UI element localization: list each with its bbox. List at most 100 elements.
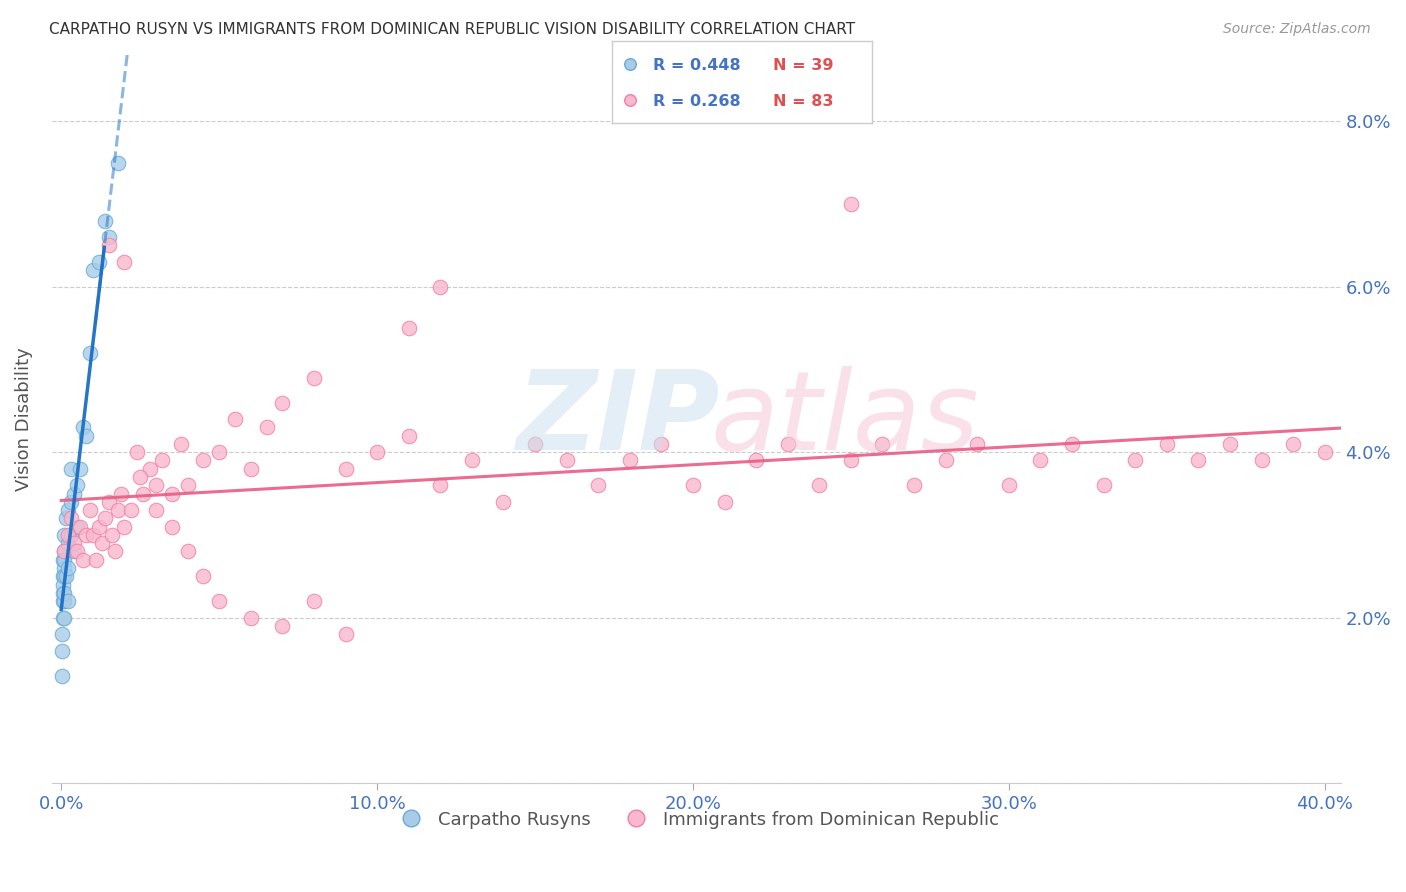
Point [89, 255, 111, 269]
Point [1092, 478, 1115, 492]
Text: N = 39: N = 39 [773, 58, 834, 73]
Point [63, 544, 86, 558]
Point [1250, 453, 1272, 467]
Point [94, 511, 117, 525]
Text: ZIP: ZIP [517, 366, 720, 473]
Point [59, 461, 82, 475]
Point [193, 569, 215, 583]
Point [51, 668, 73, 682]
Point [193, 453, 215, 467]
Point [79, 503, 101, 517]
Point [51, 643, 73, 657]
Y-axis label: Vision Disability: Vision Disability [15, 347, 32, 491]
Point [53, 610, 76, 624]
Point [1123, 453, 1146, 467]
Point [335, 627, 357, 641]
Point [271, 395, 294, 409]
Point [120, 503, 142, 517]
Point [966, 437, 988, 451]
Text: Source: ZipAtlas.com: Source: ZipAtlas.com [1223, 22, 1371, 37]
Point [745, 453, 768, 467]
Point [53, 544, 76, 558]
Point [1060, 437, 1083, 451]
Point [1313, 445, 1336, 459]
Point [129, 470, 152, 484]
Point [650, 437, 672, 451]
Point [51, 627, 73, 641]
Point [97, 230, 120, 244]
Point [713, 495, 735, 509]
Point [145, 478, 167, 492]
Point [82, 263, 104, 277]
Point [170, 437, 193, 451]
Point [429, 279, 451, 293]
Point [935, 453, 957, 467]
Text: CARPATHO RUSYN VS IMMIGRANTS FROM DOMINICAN REPUBLIC VISION DISABILITY CORRELATI: CARPATHO RUSYN VS IMMIGRANTS FROM DOMINI… [49, 22, 855, 37]
Point [53, 528, 76, 542]
Point [79, 346, 101, 360]
Point [52, 594, 75, 608]
Point [91, 536, 114, 550]
Point [429, 478, 451, 492]
Text: R = 0.268: R = 0.268 [654, 95, 741, 109]
Point [66, 478, 89, 492]
Point [398, 428, 420, 442]
Point [839, 197, 862, 211]
Point [107, 503, 129, 517]
Point [94, 213, 117, 227]
Point [56, 503, 79, 517]
Point [53, 552, 76, 566]
Point [1219, 437, 1241, 451]
Point [53, 544, 76, 558]
Point [76, 528, 98, 542]
Point [63, 536, 86, 550]
Point [97, 495, 120, 509]
Point [52, 610, 75, 624]
Point [112, 519, 135, 533]
Point [776, 437, 799, 451]
Point [69, 519, 91, 533]
Point [176, 544, 198, 558]
Point [619, 453, 641, 467]
Point [110, 486, 132, 500]
Point [302, 594, 325, 608]
Point [461, 453, 484, 467]
Point [76, 428, 98, 442]
Point [366, 445, 388, 459]
Point [104, 544, 127, 558]
Point [56, 594, 79, 608]
Point [97, 238, 120, 252]
Text: N = 83: N = 83 [773, 95, 834, 109]
Point [808, 478, 831, 492]
Point [69, 461, 91, 475]
Point [56, 536, 79, 550]
Point [586, 478, 609, 492]
Point [239, 610, 262, 624]
Point [208, 594, 231, 608]
Point [524, 437, 547, 451]
Point [66, 544, 89, 558]
Point [150, 453, 173, 467]
Point [302, 370, 325, 384]
Point [1187, 453, 1209, 467]
Point [66, 519, 89, 533]
Point [52, 594, 75, 608]
Point [256, 420, 278, 434]
Point [112, 255, 135, 269]
Point [903, 478, 925, 492]
Point [208, 445, 231, 459]
Text: atlas: atlas [710, 366, 979, 473]
Point [53, 586, 76, 600]
Point [56, 528, 79, 542]
Point [160, 486, 183, 500]
Point [398, 321, 420, 335]
Point [138, 461, 160, 475]
Point [82, 528, 104, 542]
Point [55, 569, 77, 583]
Point [59, 495, 82, 509]
Point [619, 57, 641, 71]
Point [52, 561, 75, 575]
Point [125, 445, 148, 459]
Point [145, 503, 167, 517]
Point [55, 511, 77, 525]
